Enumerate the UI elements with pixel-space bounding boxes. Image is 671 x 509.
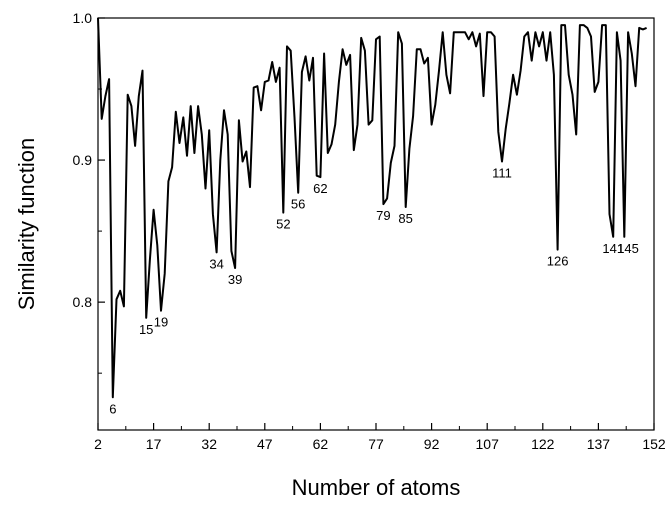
y-tick-label: 0.8 [73,294,93,310]
y-axis-title: Similarity function [14,138,39,310]
x-tick-label: 122 [531,436,555,452]
x-tick-label: 107 [476,436,500,452]
x-tick-label: 77 [368,436,384,452]
annotation-label: 15 [139,322,153,337]
annotation-label: 6 [109,401,116,416]
annotation-label: 52 [276,217,290,232]
x-tick-label: 152 [642,436,666,452]
annotation-label: 79 [376,208,390,223]
annotation-label: 39 [228,272,242,287]
annotation-label: 56 [291,197,305,212]
y-axis-ticks: 0.8 0.9 1.0 [73,10,105,374]
annotation-label: 34 [209,256,223,271]
x-tick-label: 47 [257,436,273,452]
x-axis-ticks: 2 17 32 47 62 77 92 107 122 137 152 [94,423,666,452]
series-line [97,17,647,399]
annotation-label: 126 [547,254,569,269]
annotation-label: 141 [602,241,624,256]
x-tick-label: 2 [94,436,102,452]
x-axis-title: Number of atoms [292,475,461,500]
x-tick-label: 32 [201,436,217,452]
annotation-label: 111 [492,165,512,180]
annotation-label: 85 [398,211,412,226]
y-tick-label: 0.9 [73,152,93,168]
annotation-label: 145 [617,241,639,256]
y-tick-label: 1.0 [73,10,93,26]
x-tick-label: 62 [313,436,329,452]
x-tick-label: 17 [146,436,162,452]
annotation-label: 19 [154,315,168,330]
annotation-label: 62 [313,181,327,196]
x-tick-label: 92 [424,436,440,452]
x-tick-label: 137 [587,436,611,452]
